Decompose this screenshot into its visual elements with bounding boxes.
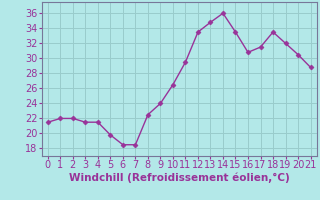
X-axis label: Windchill (Refroidissement éolien,°C): Windchill (Refroidissement éolien,°C)	[69, 173, 290, 183]
